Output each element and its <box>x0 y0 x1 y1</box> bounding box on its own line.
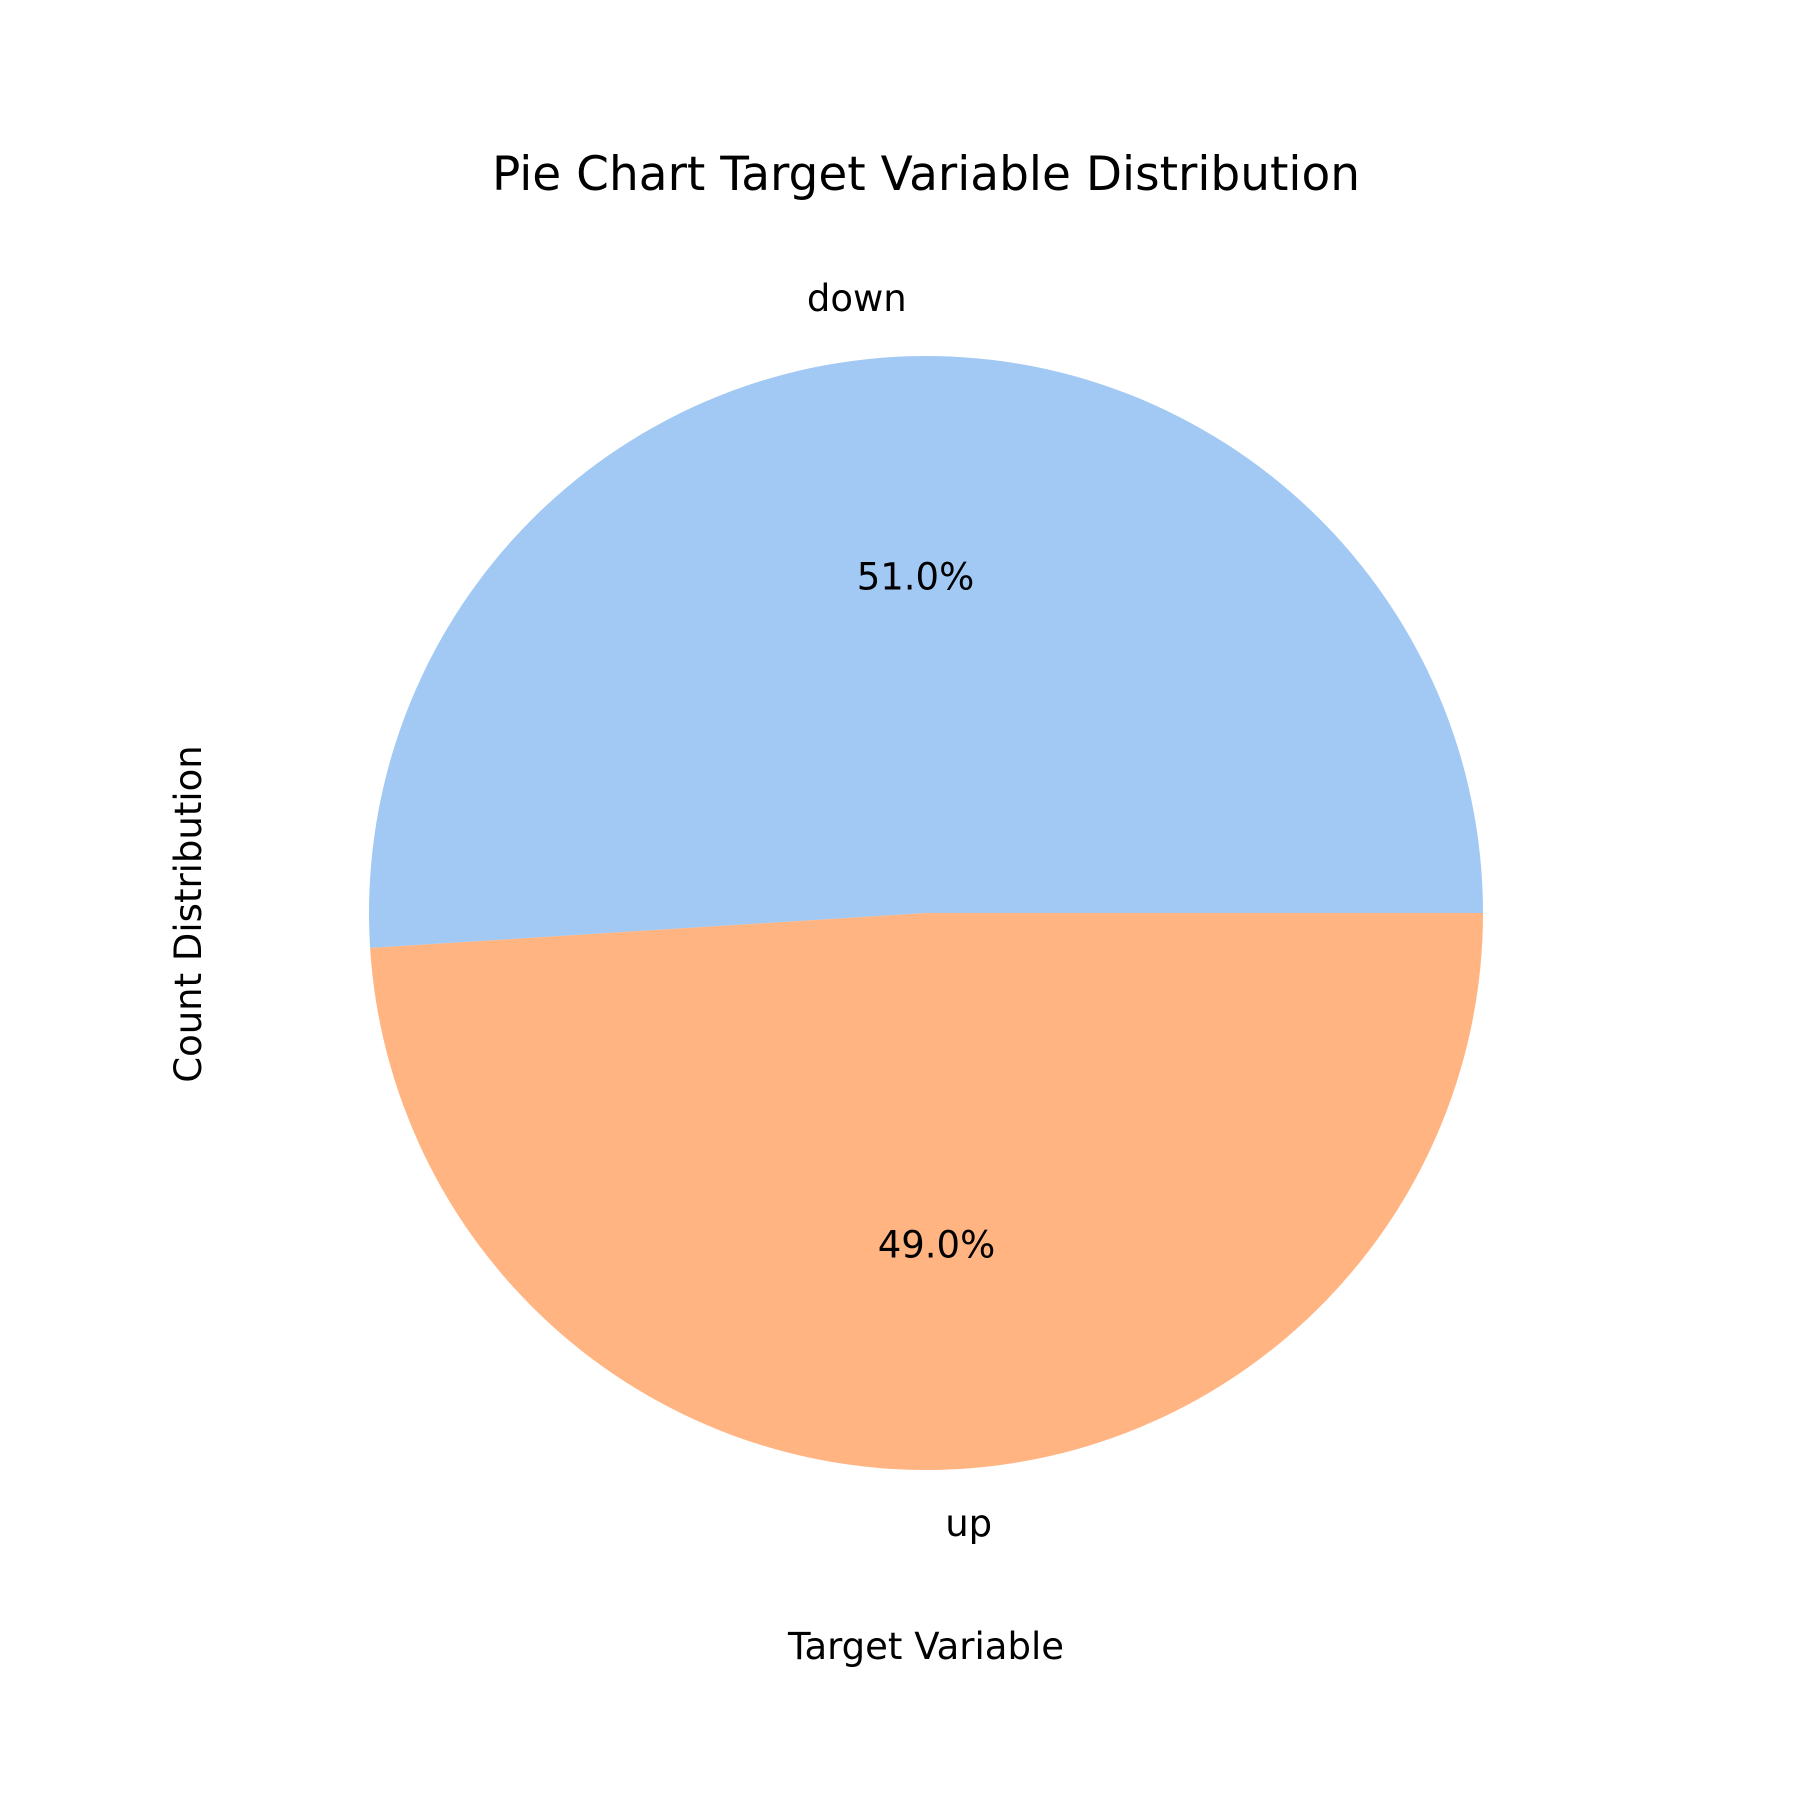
pie-labels: down 51.0% up 49.0% <box>807 277 995 1545</box>
x-axis-label: Target Variable <box>787 1625 1064 1668</box>
slice-label-up: up <box>945 1502 992 1545</box>
slice-label-down: down <box>807 277 907 320</box>
chart-title: Pie Chart Target Variable Distribution <box>492 147 1360 202</box>
slice-percent-down: 51.0% <box>857 555 975 598</box>
pie-slice-down <box>369 356 1483 948</box>
y-axis-label: Count Distribution <box>167 745 210 1083</box>
pie-slices <box>369 356 1483 1471</box>
pie-slice-up <box>370 913 1483 1471</box>
slice-percent-up: 49.0% <box>878 1224 996 1267</box>
